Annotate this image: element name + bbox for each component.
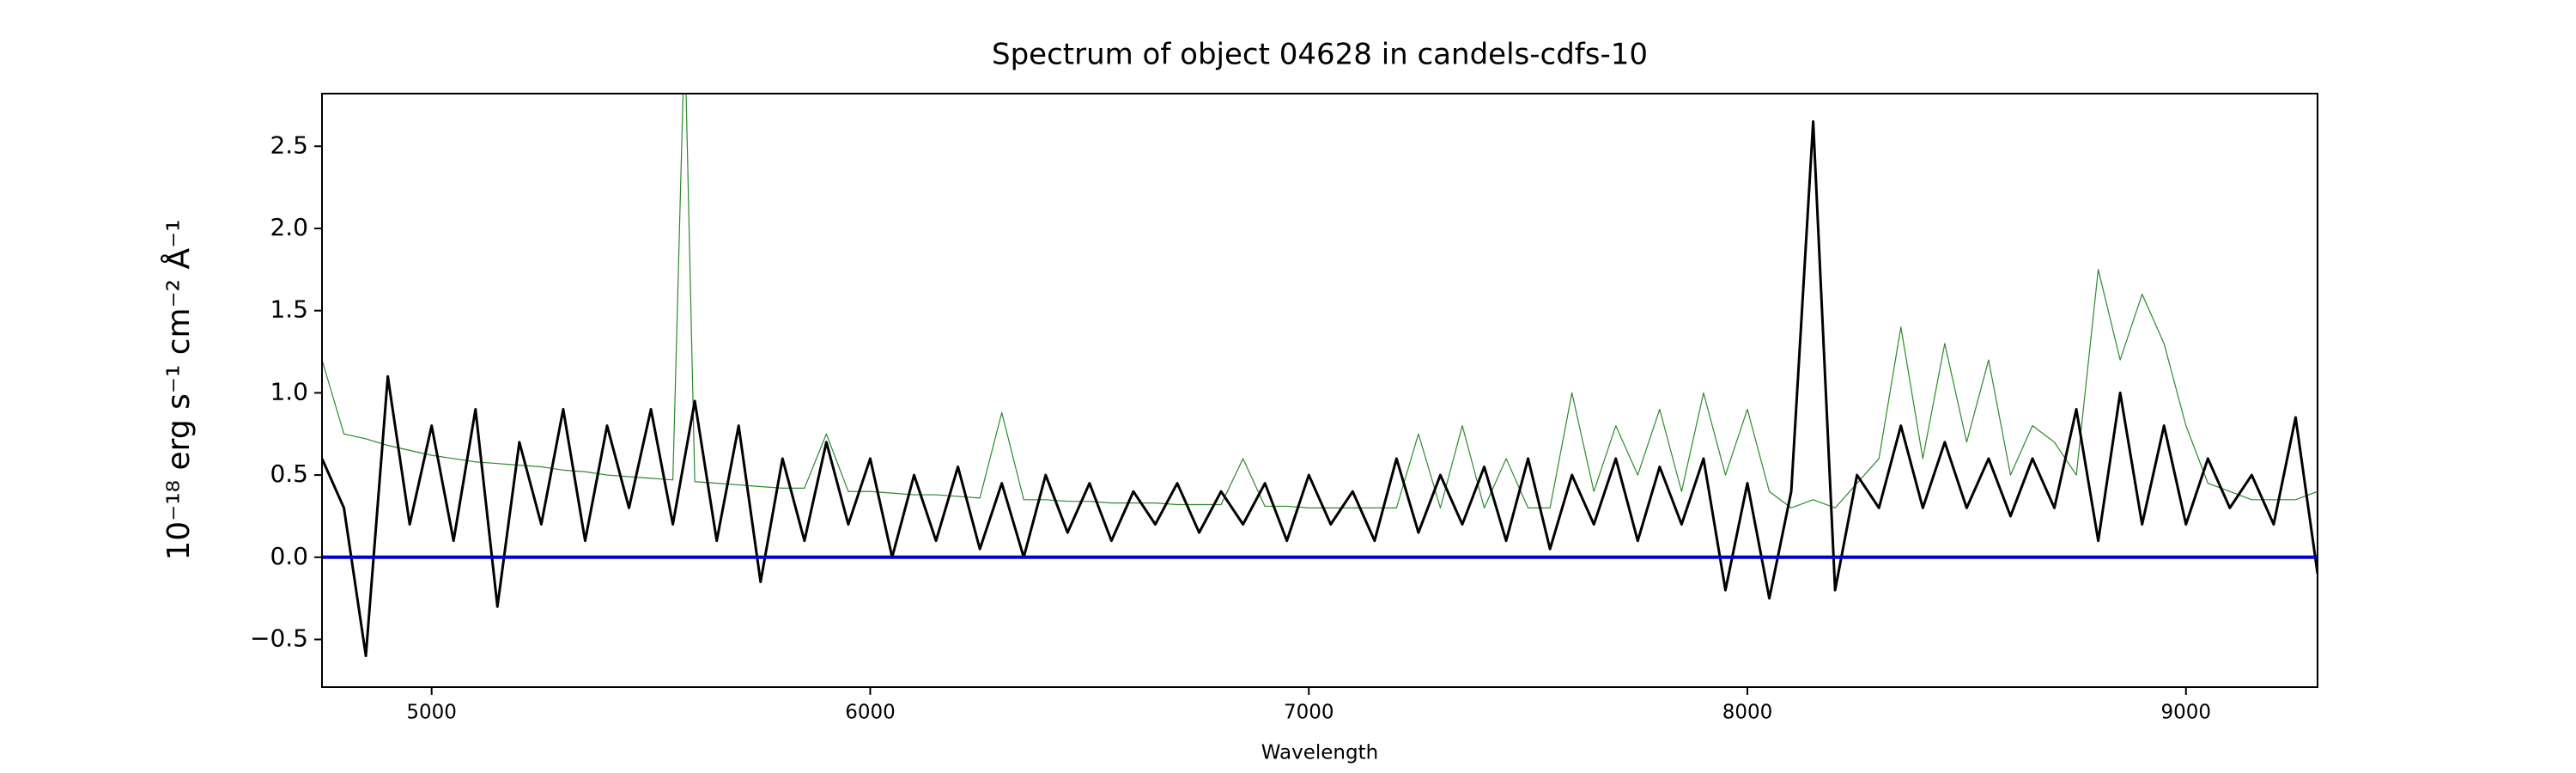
x-tick-label: 5000 xyxy=(406,702,457,724)
y-tick-label: 0.0 xyxy=(270,542,308,570)
y-tick-label: 2.0 xyxy=(270,213,308,241)
y-tick-label: 1.5 xyxy=(270,295,308,324)
y-tick-label: 1.0 xyxy=(270,377,308,405)
spectrum-line xyxy=(322,94,2318,508)
y-tick-label: 0.5 xyxy=(270,460,308,488)
y-axis-label: 10⁻¹⁸ erg s⁻¹ cm⁻² Å⁻¹ xyxy=(160,219,197,560)
x-tick-label: 6000 xyxy=(845,702,896,724)
spectrum-line xyxy=(322,120,2318,658)
axes-frame xyxy=(321,93,2318,688)
x-tick-label: 9000 xyxy=(2160,702,2211,724)
chart-title: Spectrum of object 04628 in candels-cdfs… xyxy=(992,38,1648,72)
y-tick-label: −0.5 xyxy=(250,624,308,652)
x-axis-label: Wavelength xyxy=(1261,742,1378,764)
y-tick-label: 2.5 xyxy=(270,131,308,159)
plot-area xyxy=(322,94,2318,658)
x-tick-label: 8000 xyxy=(1722,702,1773,724)
x-tick-label: 7000 xyxy=(1284,702,1334,724)
